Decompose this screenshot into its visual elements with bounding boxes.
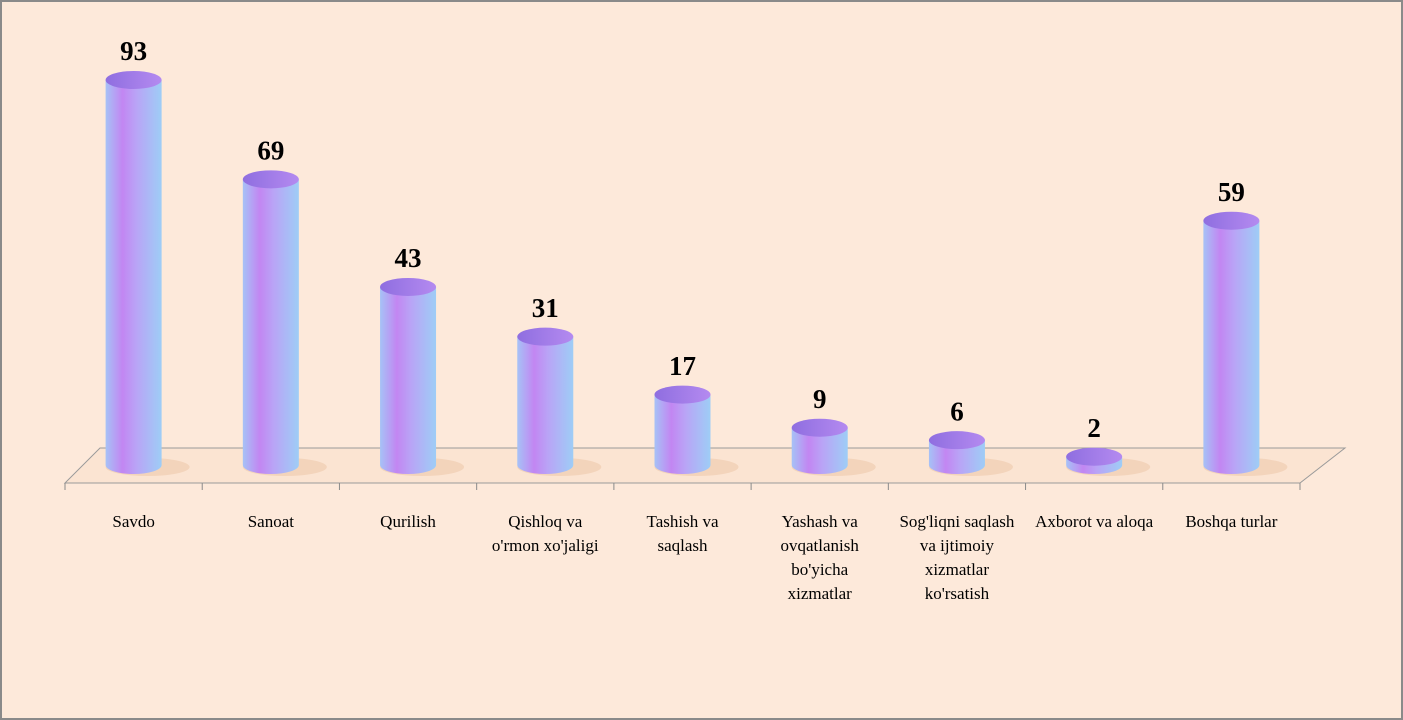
bar-top [517, 327, 574, 346]
x-tick-label: Tashish va saqlash [646, 512, 719, 555]
x-tick-label: Savdo [112, 512, 155, 531]
bar [1203, 220, 1260, 474]
value-label: 2 [1087, 413, 1101, 443]
value-label: 43 [395, 243, 422, 273]
bar-top [380, 277, 437, 296]
bar [242, 179, 299, 474]
bar [928, 440, 985, 474]
bar-top [1066, 447, 1123, 466]
bar-top [105, 70, 162, 89]
value-label: 17 [669, 351, 696, 381]
bar-top [242, 170, 299, 189]
x-tick-label: Sanoat [247, 512, 294, 531]
bar-top [928, 431, 985, 450]
x-tick-label: Sog'liqni saqlash va ijtimoiy xizmatlar … [899, 512, 1015, 603]
bar [380, 286, 437, 474]
x-tick-label: Yashash va ovqatlanish bo'yicha xizmatla… [780, 512, 859, 603]
bar [517, 336, 574, 474]
x-tick-label: Boshqa turlar [1185, 512, 1278, 531]
x-tick-label: Qishloq va o'rmon xo'jaligi [491, 512, 599, 555]
value-label: 9 [813, 384, 827, 414]
bar [654, 394, 711, 474]
bar [791, 427, 848, 474]
value-label: 69 [257, 136, 284, 166]
x-tick-label: Qurilish [380, 512, 436, 531]
axis-ticks [64, 483, 1301, 490]
value-label: 93 [120, 36, 147, 66]
x-tick-label: Axborot va aloqa [1035, 512, 1154, 531]
bar-top [654, 385, 711, 404]
bar-top [791, 418, 848, 437]
value-label: 59 [1218, 177, 1245, 207]
value-label: 6 [950, 396, 964, 426]
value-label: 31 [532, 293, 559, 323]
bar-top [1203, 211, 1260, 230]
bar [105, 79, 162, 474]
